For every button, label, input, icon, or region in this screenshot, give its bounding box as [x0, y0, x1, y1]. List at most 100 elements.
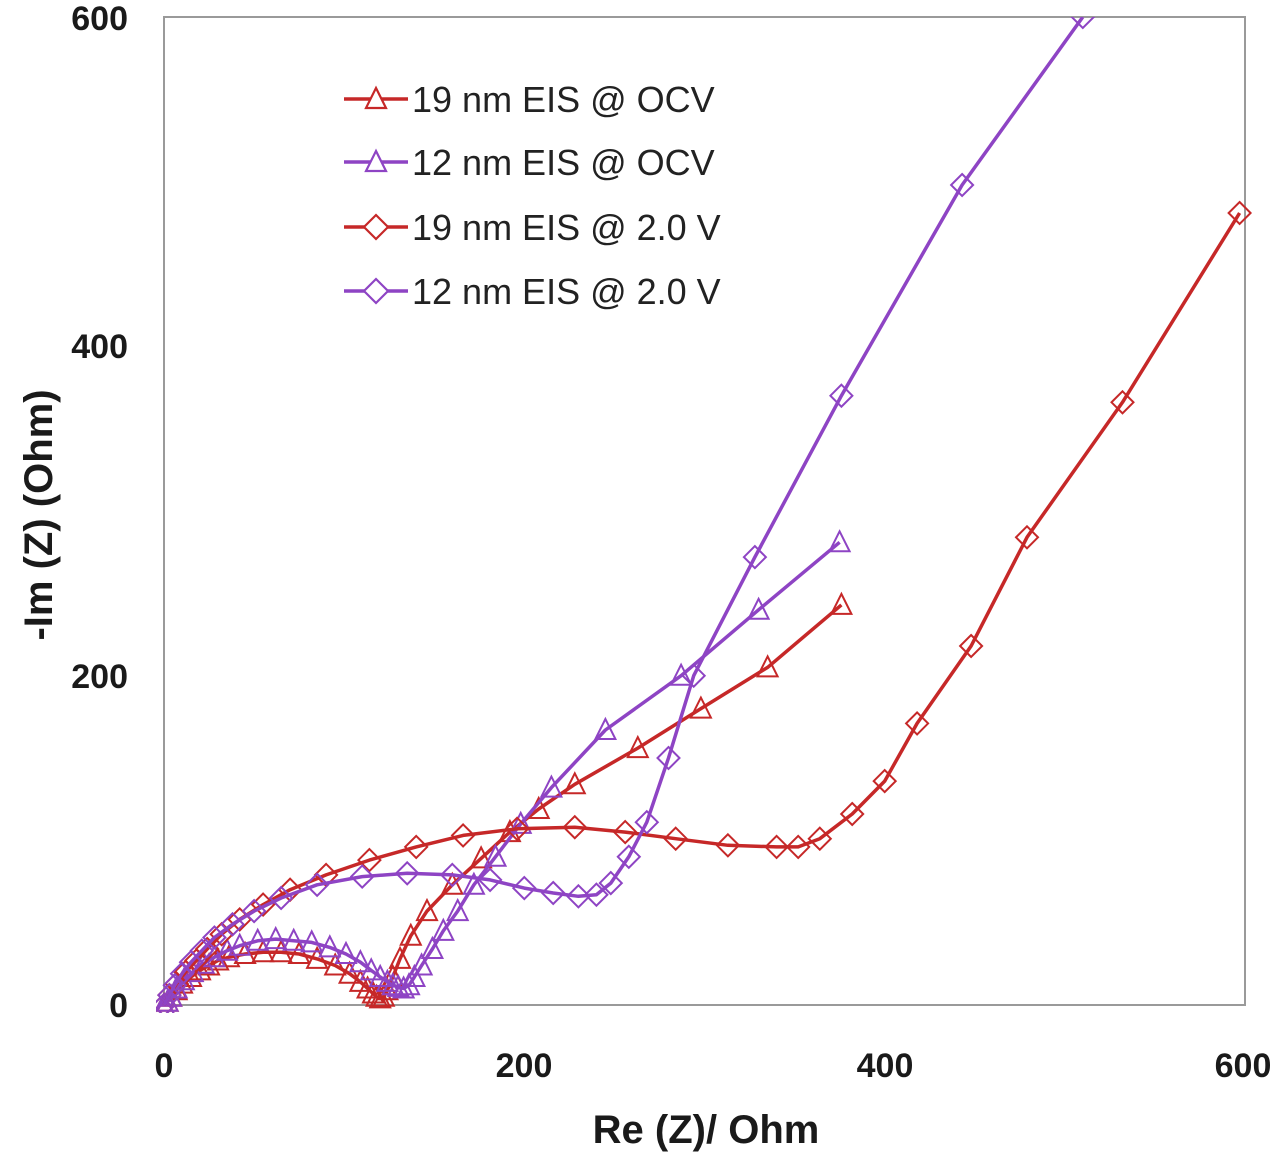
diamond-marker [394, 860, 420, 886]
diamond-marker [194, 936, 220, 962]
triangle-marker [827, 529, 852, 553]
diamond-marker [439, 862, 465, 888]
diamond-marker [612, 819, 638, 845]
triangle-marker [375, 968, 400, 992]
triangle-marker [746, 596, 771, 620]
triangle-marker [264, 925, 288, 950]
triangle-marker [431, 917, 455, 941]
series-1 [156, 591, 854, 1013]
triangle-marker [669, 662, 693, 686]
triangle-marker [409, 952, 434, 976]
y-tick-label: 200 [71, 658, 128, 696]
diamond-marker [839, 801, 865, 827]
series-line [162, 540, 841, 1007]
triangle-marker [415, 897, 439, 922]
x-axis-label: Re (Z)/ Ohm [593, 1108, 820, 1152]
diamond-marker [656, 745, 681, 771]
diamond-marker [504, 816, 530, 842]
legend-entry-19nm-2v: 19 nm EIS @ 2.0 V [344, 207, 721, 248]
diamond-marker [807, 826, 833, 852]
y-tick-label: 400 [71, 328, 128, 366]
triangle-marker [233, 940, 257, 964]
diamond-marker [403, 834, 429, 860]
diamond-marker [785, 834, 811, 860]
plot-frame [163, 16, 1246, 1006]
legend-diamond-marker [362, 213, 390, 241]
diamond-marker [511, 875, 537, 901]
diamond-marker [1110, 389, 1135, 415]
triangle-marker [469, 845, 493, 869]
triangle-marker [282, 927, 306, 951]
diamond-marker [241, 898, 267, 924]
diamond-marker [477, 867, 503, 893]
triangle-marker [483, 843, 508, 867]
diamond-marker [715, 832, 741, 858]
diamond-marker [904, 710, 930, 736]
diamond-marker [872, 768, 898, 794]
diamond-marker [764, 834, 790, 860]
legend-triangle-marker [364, 148, 388, 173]
triangle-marker [539, 774, 564, 798]
diamond-marker [450, 822, 476, 848]
triangle-marker [246, 927, 270, 951]
diamond-marker [356, 847, 382, 873]
triangle-marker [509, 810, 533, 834]
diamond-marker [828, 383, 854, 409]
triangle-marker [334, 940, 358, 964]
diamond-marker [169, 961, 195, 987]
triangle-marker [348, 948, 373, 973]
diamond-marker [1070, 17, 1096, 30]
triangle-marker [689, 695, 713, 719]
triangle-marker [563, 771, 587, 795]
legend-diamond-marker [362, 277, 390, 305]
diamond-marker [268, 885, 294, 911]
diamond-marker [304, 872, 330, 898]
legend-label: 12 nm EIS @ 2.0 V [412, 271, 721, 312]
legend-entry-12nm-2v: 12 nm EIS @ 2.0 V [344, 271, 721, 312]
diamond-marker [616, 844, 642, 870]
diamond-marker [220, 911, 245, 937]
triangle-marker [626, 734, 650, 759]
triangle-marker [829, 591, 854, 615]
legend-entry-12nm-ocv: 12 nm EIS @ OCV [344, 142, 715, 183]
series-layer [156, 17, 1253, 1013]
triangle-marker [359, 957, 383, 981]
triangle-marker [337, 960, 362, 984]
legend-label: 19 nm EIS @ 2.0 V [412, 207, 721, 248]
diamond-marker [663, 826, 689, 852]
series-line [162, 212, 1242, 1006]
triangle-marker [251, 939, 275, 963]
x-tick-label: 200 [496, 1047, 553, 1085]
triangle-marker [446, 897, 470, 922]
y-tick-label: 600 [71, 0, 128, 38]
diamond-marker [742, 544, 768, 570]
y-tick-label: 0 [109, 987, 128, 1025]
triangle-marker [191, 950, 216, 974]
triangle-marker [388, 945, 412, 969]
triangle-marker [217, 943, 241, 968]
diamond-marker [1227, 200, 1253, 226]
diamond-marker [565, 883, 591, 909]
triangle-marker [368, 985, 392, 1009]
legend-label: 12 nm EIS @ OCV [412, 142, 715, 183]
triangle-marker [269, 939, 293, 963]
triangle-marker [755, 654, 780, 678]
triangle-marker [323, 952, 347, 976]
triangle-marker [420, 935, 445, 959]
triangle-marker [593, 716, 618, 740]
diamond-marker [958, 633, 984, 659]
diamond-marker [156, 982, 182, 1008]
x-axis-ticks: 0 200 400 600 [155, 1047, 1272, 1085]
triangle-marker [228, 932, 252, 956]
diamond-marker [562, 814, 588, 840]
diamond-marker [598, 870, 624, 896]
triangle-marker [287, 940, 311, 964]
diamond-marker [201, 925, 227, 950]
y-axis-label: -Im (Z) (Ohm) [17, 389, 61, 640]
diamond-marker [1014, 524, 1040, 550]
triangle-marker [391, 975, 416, 999]
diamond-marker [349, 864, 375, 890]
diamond-marker [540, 880, 566, 906]
diamond-marker [583, 882, 609, 908]
